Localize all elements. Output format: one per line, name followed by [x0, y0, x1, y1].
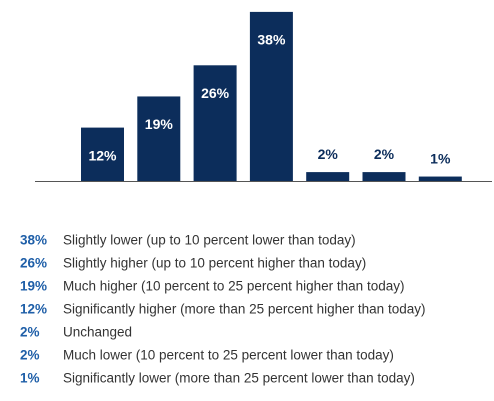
bar: [137, 96, 181, 181]
legend-label: Slightly lower (up to 10 percent lower t…: [63, 233, 356, 248]
legend-label: Significantly lower (more than 25 percen…: [63, 371, 415, 386]
value-label: 1%: [430, 150, 451, 166]
legend-label: Significantly higher (more than 25 perce…: [63, 302, 425, 317]
legend-value: 2%: [20, 348, 40, 363]
legend-label: Unchanged: [63, 325, 132, 340]
legend-value: 38%: [20, 233, 47, 248]
legend-label: Slightly higher (up to 10 percent higher…: [63, 256, 366, 271]
legend-value: 1%: [20, 371, 40, 386]
value-label: 12%: [88, 147, 117, 163]
legend-value: 12%: [20, 302, 47, 317]
value-label: 19%: [145, 116, 174, 132]
bar: [306, 172, 350, 181]
bar: [418, 176, 462, 181]
bar: [81, 127, 124, 181]
value-label: 26%: [201, 85, 230, 101]
bar: [249, 11, 293, 182]
value-label: 2%: [318, 146, 339, 162]
bar: [362, 172, 406, 181]
legend-value: 2%: [20, 325, 40, 340]
legend-value: 26%: [20, 256, 47, 271]
legend-value: 19%: [20, 279, 47, 294]
bar: [193, 65, 237, 181]
legend-label: Much lower (10 percent to 25 percent low…: [63, 348, 394, 363]
legend-label: Much higher (10 percent to 25 percent hi…: [63, 279, 404, 294]
value-label: 2%: [374, 146, 395, 162]
value-label: 38%: [257, 32, 286, 48]
